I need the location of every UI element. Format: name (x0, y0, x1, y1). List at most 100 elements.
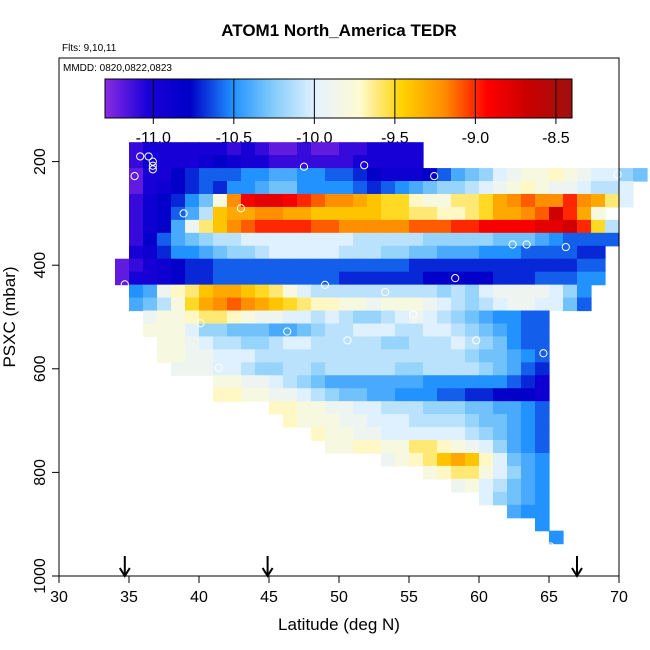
heatmap-cell (115, 258, 130, 273)
heatmap-cell (269, 193, 284, 208)
heatmap-cell (479, 168, 494, 182)
heatmap-cell (325, 258, 340, 273)
heatmap-cell (535, 465, 550, 480)
flight-marker (283, 327, 292, 336)
heatmap-cell (507, 245, 522, 260)
heatmap-cell (171, 142, 186, 156)
heatmap-cell (507, 271, 522, 286)
heatmap-cell (367, 142, 382, 156)
heatmap-cell (283, 219, 298, 234)
heatmap-cell (381, 401, 396, 415)
heatmap-cell (521, 219, 536, 234)
flight-marker (130, 172, 139, 181)
heatmap-cell (353, 271, 368, 286)
heatmap-cell (423, 440, 438, 454)
heatmap-cell (535, 440, 550, 454)
heatmap-cell (213, 362, 228, 376)
heatmap-cell (381, 349, 396, 363)
heatmap-cell (591, 193, 606, 208)
heatmap-cell (479, 258, 494, 273)
flight-marker (214, 363, 223, 372)
heatmap-cell (577, 206, 592, 221)
heatmap-cell (591, 181, 606, 195)
heatmap-cell (241, 181, 256, 195)
heatmap-cell (283, 168, 298, 182)
heatmap-cell (227, 206, 242, 221)
heatmap-cell (171, 362, 186, 376)
heatmap-cell (521, 297, 536, 312)
heatmap-cell (493, 336, 508, 350)
heatmap-cell (591, 168, 606, 182)
heatmap-cell (493, 427, 508, 441)
heatmap-cell (535, 504, 550, 519)
heatmap-cell (241, 142, 256, 156)
heatmap-cell (423, 465, 438, 480)
heatmap-cell (255, 284, 270, 299)
heatmap-cell (241, 271, 256, 286)
heatmap-cell (381, 258, 396, 273)
heatmap-cell (213, 168, 228, 182)
heatmap-cell (395, 219, 410, 234)
heatmap-cell (297, 401, 312, 415)
heatmap-cell (493, 349, 508, 363)
heatmap-cell (255, 375, 270, 389)
heatmap-cell (227, 232, 242, 247)
heatmap-cell (381, 155, 396, 169)
heatmap-cell (353, 258, 368, 273)
heatmap-cell (297, 155, 312, 169)
heatmap-cell (535, 297, 550, 312)
heatmap-cell (437, 427, 452, 441)
heatmap-cell (171, 219, 186, 234)
heatmap-cell (577, 168, 592, 182)
heatmap-cell (437, 168, 452, 182)
heatmap-cell (297, 336, 312, 350)
heatmap-cell (269, 362, 284, 376)
heatmap-cell (619, 181, 634, 195)
heatmap-cell (311, 297, 326, 312)
heatmap-cell (423, 323, 438, 338)
heatmap-cell (437, 336, 452, 350)
heatmap-cell (465, 401, 480, 415)
heatmap-cell (227, 258, 242, 273)
heatmap-cell (451, 465, 466, 480)
heatmap-cell (353, 193, 368, 208)
heatmap-cell (143, 323, 158, 338)
heatmap-cell (157, 232, 172, 247)
heatmap-cell (493, 310, 508, 325)
flight-marker (136, 152, 145, 161)
heatmap-cell (157, 168, 172, 182)
heatmap-cell (409, 271, 424, 286)
heatmap-cell (409, 142, 424, 156)
heatmap-cell (283, 349, 298, 363)
heatmap-cell (199, 258, 214, 273)
x-tick-label: 55 (400, 589, 418, 606)
heatmap-cell (353, 219, 368, 234)
heatmap-cell (563, 181, 578, 195)
heatmap-cell (381, 142, 396, 156)
heatmap-cell (423, 388, 438, 402)
heatmap-cell (297, 232, 312, 247)
heatmap-cell (451, 206, 466, 221)
heatmap-cell (227, 271, 242, 286)
heatmap-cell (339, 401, 354, 415)
heatmap-cell (339, 168, 354, 182)
heatmap-cell (283, 193, 298, 208)
heatmap-cell (171, 336, 186, 350)
heatmap-cell (451, 349, 466, 363)
flight-markers (120, 152, 622, 551)
heatmap-cell (339, 297, 354, 312)
flight-marker (148, 165, 157, 174)
heatmap-cell (199, 297, 214, 312)
heatmap-cell (283, 206, 298, 221)
heatmap-cell (507, 375, 522, 389)
heatmap-cell (269, 349, 284, 363)
heatmap-cell (129, 219, 144, 234)
flight-marker (120, 280, 129, 289)
heatmap-cell (521, 258, 536, 273)
heatmap-cell (479, 362, 494, 376)
heatmap-cell (521, 284, 536, 299)
heatmap-cell (479, 284, 494, 299)
heatmap-cell (255, 181, 270, 195)
heatmap-cell (185, 155, 200, 169)
heatmap-cell (255, 206, 270, 221)
